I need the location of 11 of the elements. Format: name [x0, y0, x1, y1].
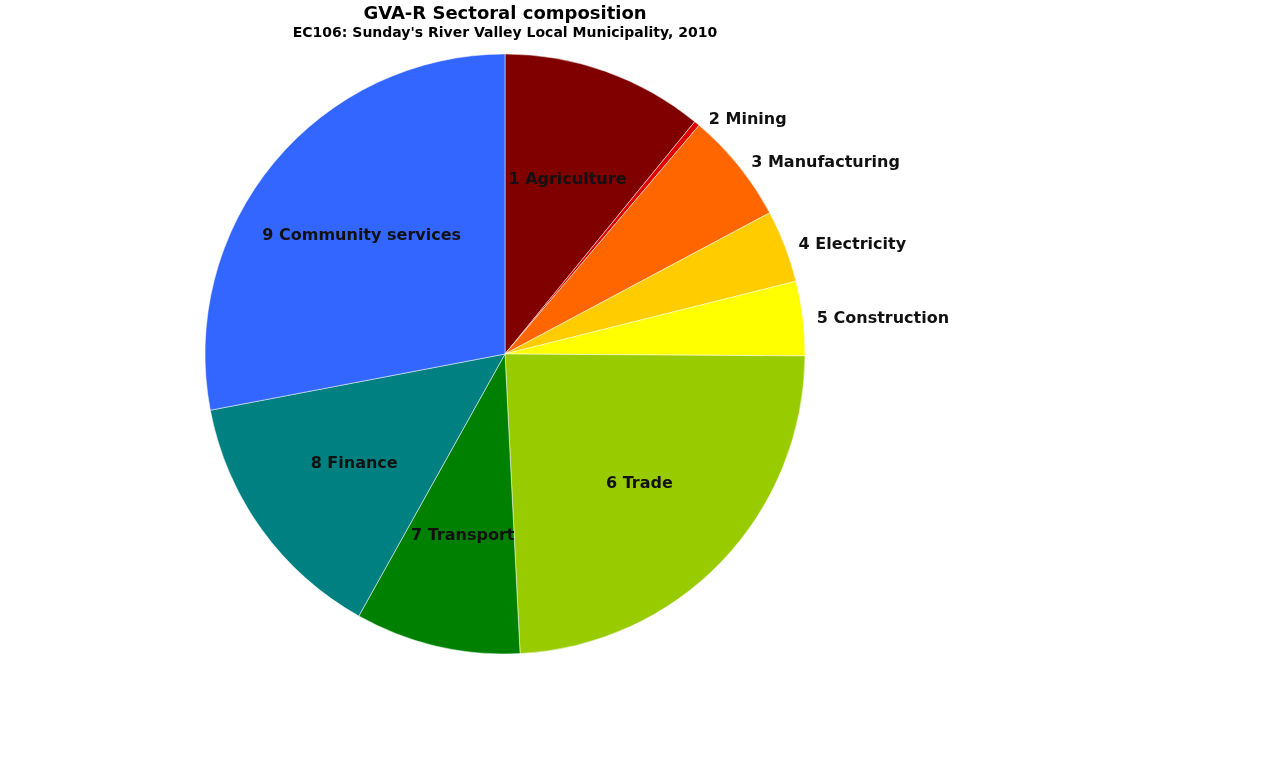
- slice-label: 7 Transport: [410, 525, 515, 545]
- slice-label: 2 Mining: [708, 108, 787, 128]
- slice-label: 9 Community services: [262, 225, 462, 245]
- chart-title: GVA-R Sectoral composition: [363, 2, 647, 23]
- slice-label: 3 Manufacturing: [751, 151, 900, 171]
- slice-label: 8 Finance: [310, 452, 398, 472]
- chart-subtitle: EC106: Sunday's River Valley Local Municipality, 2010: [292, 24, 718, 40]
- slice-label: 5 Construction: [816, 307, 950, 327]
- slice-label: 4 Electricity: [798, 234, 907, 254]
- slice-label: 6 Trade: [605, 472, 673, 492]
- slice-label: 1 Agriculture: [508, 168, 627, 188]
